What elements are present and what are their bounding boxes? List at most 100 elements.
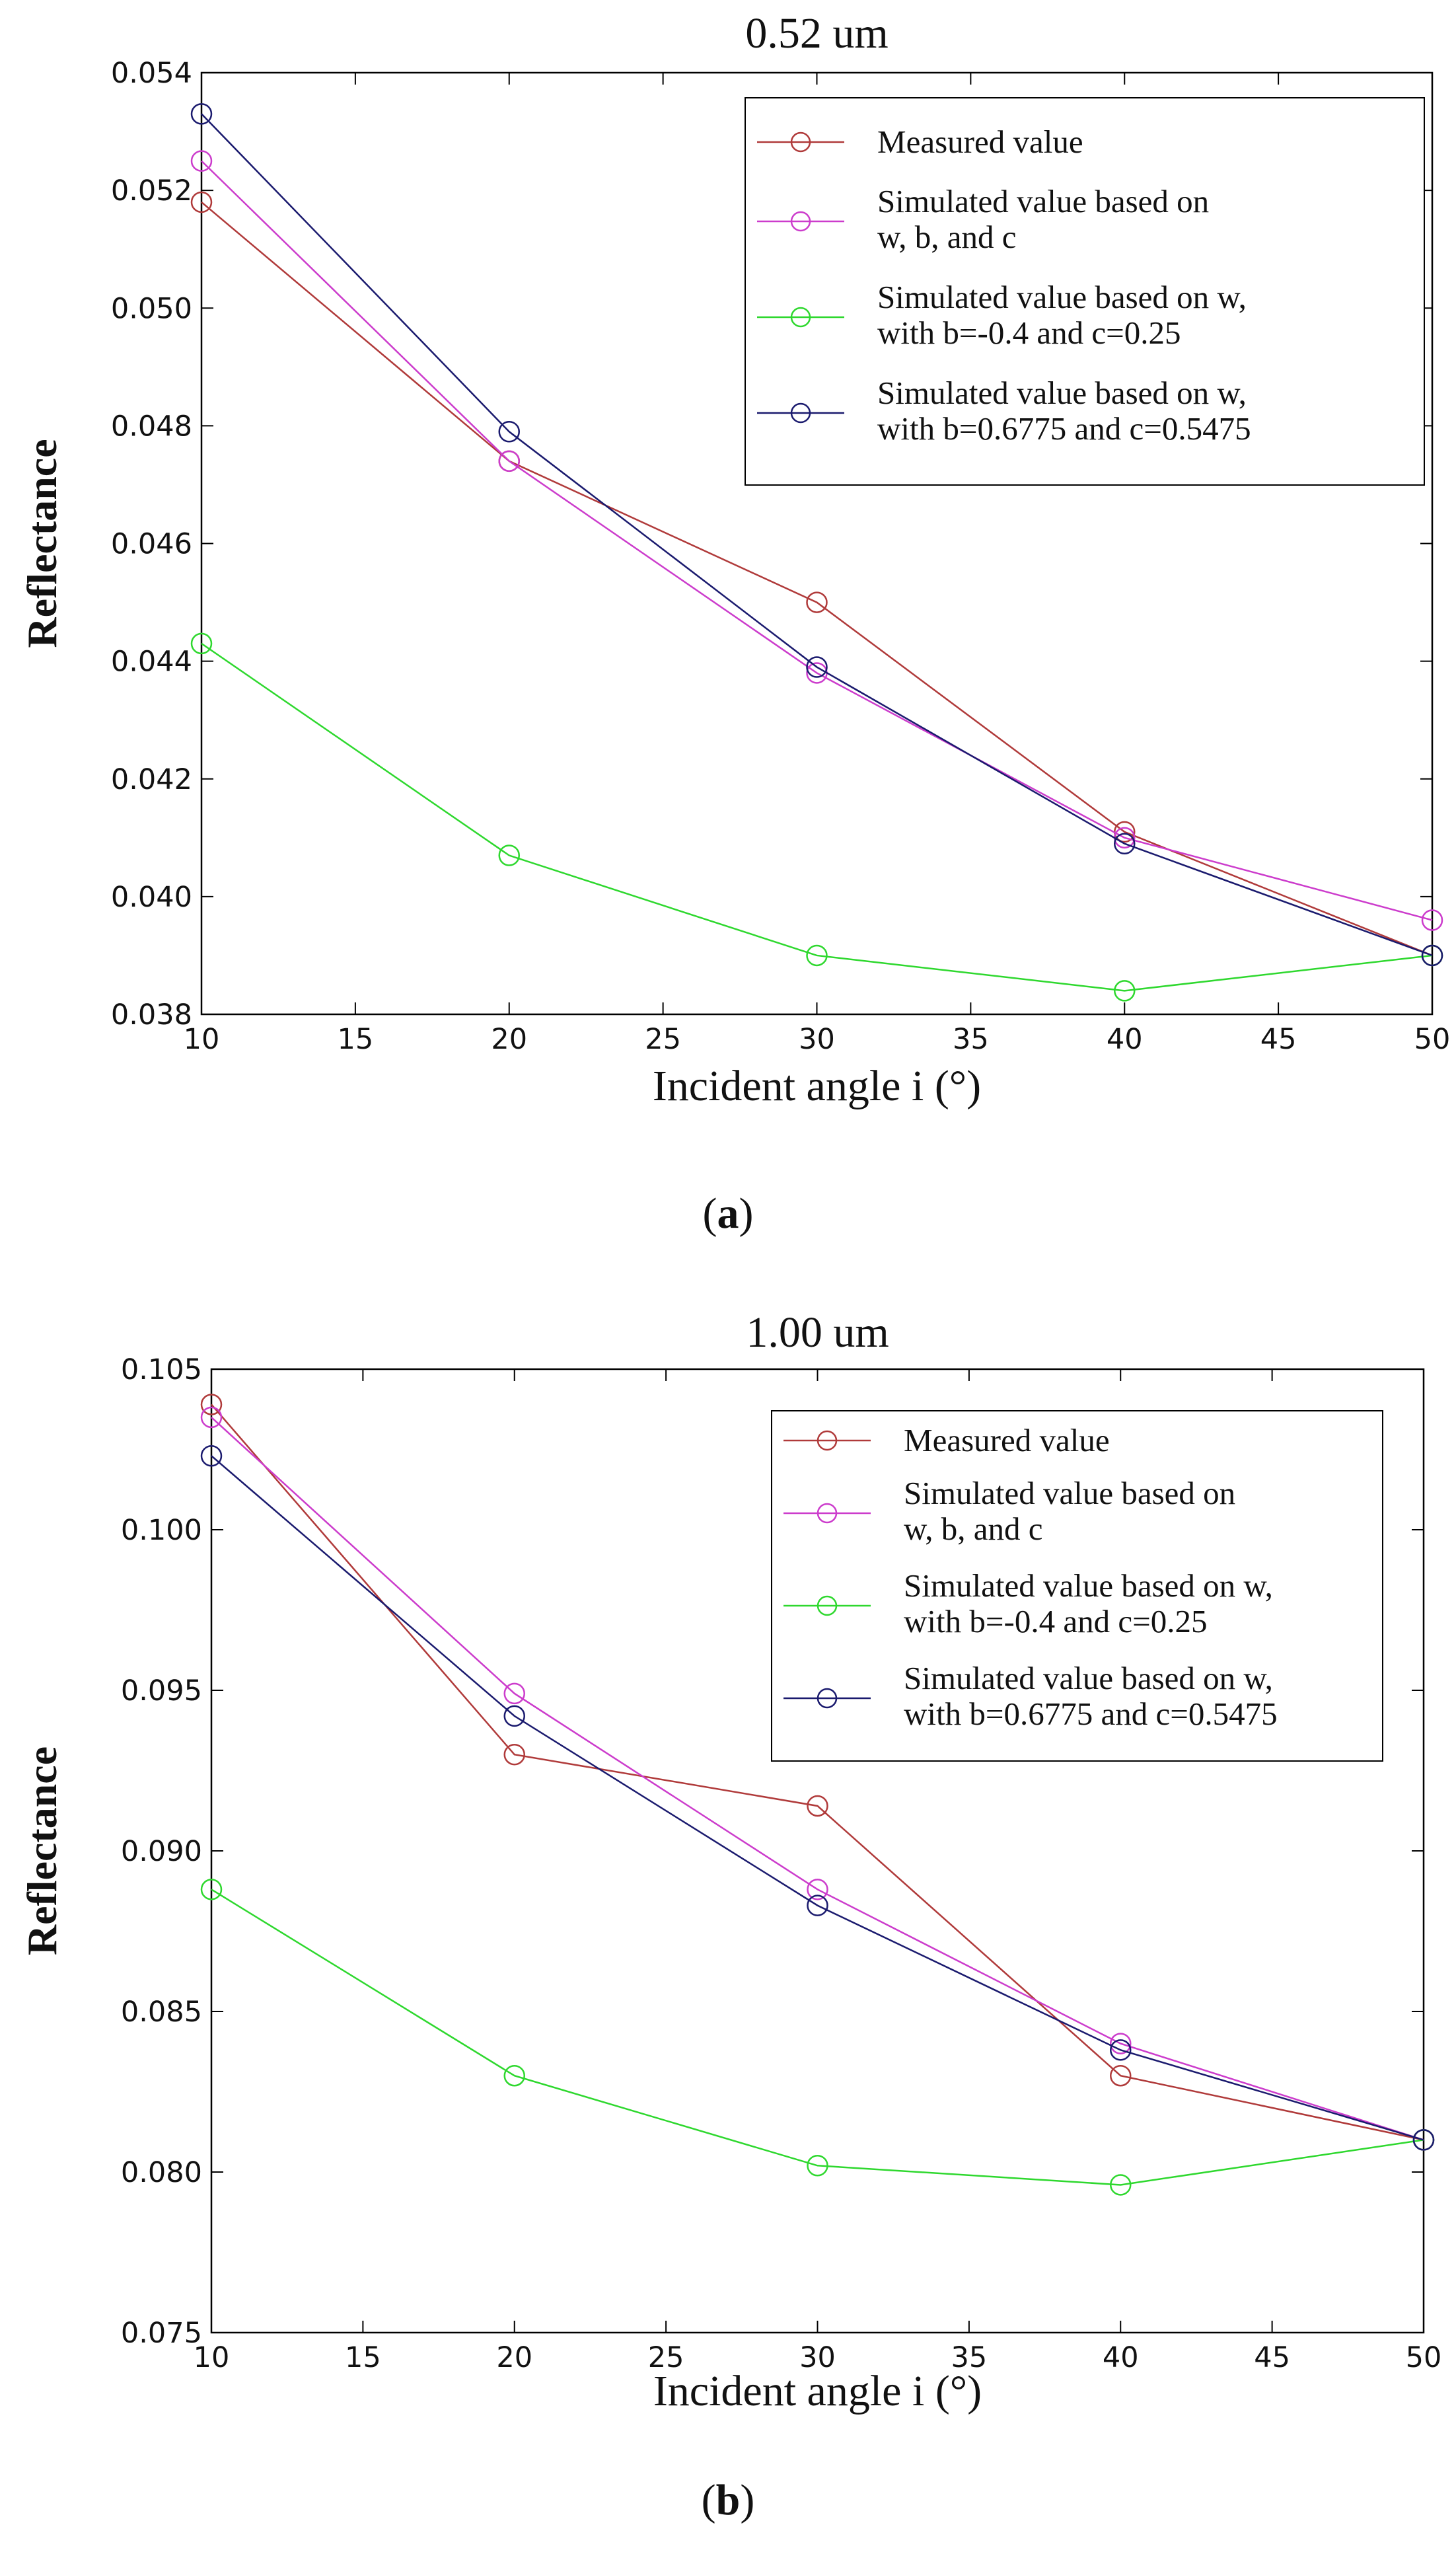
series-line — [211, 1889, 1424, 2186]
legend-marker — [790, 211, 811, 232]
legend-entry-4: Simulated value based on w,with b=0.6775… — [783, 1660, 1278, 1732]
y-axis-label: Reflectance — [18, 1746, 65, 1955]
legend-marker — [790, 131, 811, 153]
series-line — [201, 113, 1433, 957]
y-tick-label: 0.040 — [111, 881, 192, 914]
y-tick-label: 0.080 — [121, 2156, 202, 2189]
data-point — [807, 1879, 828, 1900]
legend-box — [745, 97, 1425, 486]
chart-panel-b: 10 15 20 25 30 35 40 45 50 0.075 0.080 0.085 0.090 0.… — [18, 1308, 1441, 2524]
y-tick-label: 0.042 — [111, 763, 192, 796]
legend-label: with b=-0.4 and c=0.25 — [904, 1603, 1207, 1639]
x-tick-label: 35 — [951, 2341, 988, 2374]
x-tick-label: 40 — [1107, 1023, 1143, 1056]
panel-caption: (b) — [702, 2476, 755, 2524]
legend-marker — [790, 402, 811, 424]
data-point — [200, 1394, 223, 1415]
panel-caption: (a) — [703, 1189, 754, 1238]
legend-label: Simulated value based on w, — [904, 1567, 1273, 1604]
data-point — [1110, 2174, 1132, 2196]
series-line — [201, 642, 1433, 992]
legend-entry-4: Simulated value based on w,with b=0.6775… — [757, 375, 1251, 447]
data-point — [806, 944, 828, 967]
x-tick-label: 45 — [1254, 2341, 1290, 2374]
data-point — [807, 1795, 828, 1817]
data-point — [503, 1682, 525, 1705]
legend: Measured value Simulated value based onw,… — [771, 1410, 1383, 1762]
x-tick-label: 30 — [799, 1023, 835, 1056]
y-tick-label: 0.038 — [111, 998, 192, 1031]
legend-marker — [790, 307, 811, 328]
data-point — [1114, 980, 1136, 1002]
series-3 — [200, 1879, 1435, 2196]
data-point — [200, 1444, 223, 1467]
legend-label: w, b, and c — [877, 219, 1016, 255]
y-tick-label: 0.044 — [111, 646, 192, 679]
legend-label: Simulated value based on — [904, 1475, 1235, 1511]
legend-entry-1: Measured value — [757, 124, 1083, 160]
legend-entry-2: Simulated value based onw, b, and c — [757, 183, 1209, 255]
series-3 — [190, 632, 1443, 1002]
chart-panel-a: 10 15 20 25 30 35 40 45 50 0.038 0.040 0.042 0.044 0.… — [18, 9, 1450, 1238]
data-point — [1421, 909, 1443, 931]
x-tick-label: 10 — [194, 2341, 230, 2374]
legend-label: Measured value — [904, 1422, 1110, 1458]
series-4 — [200, 1444, 1435, 2151]
legend-marker — [817, 1688, 838, 1709]
x-tick-label: 20 — [496, 2341, 532, 2374]
y-tick-label: 0.090 — [121, 1835, 202, 1868]
x-tick-label: 25 — [648, 2341, 684, 2374]
y-axis-label: Reflectance — [18, 439, 65, 648]
data-point — [503, 1743, 525, 1766]
data-point — [200, 1879, 223, 1900]
data-point — [807, 1894, 828, 1916]
series-line — [201, 201, 1433, 957]
y-tick-label: 0.052 — [111, 174, 192, 207]
chart-title: 0.52 um — [745, 9, 888, 57]
legend-entry-3: Simulated value based on w,with b=-0.4 a… — [783, 1567, 1273, 1639]
series-4 — [190, 103, 1443, 967]
series-2 — [200, 1406, 1435, 2151]
data-point — [806, 591, 828, 613]
x-tick-label: 15 — [345, 2341, 381, 2374]
data-point — [1421, 944, 1443, 967]
x-tick-label: 15 — [338, 1023, 374, 1056]
x-tick-label: 40 — [1103, 2341, 1139, 2374]
y-tick-label: 0.046 — [111, 528, 192, 561]
x-tick-label: 30 — [799, 2341, 836, 2374]
y-tick-label: 0.105 — [121, 1353, 202, 1386]
data-point — [503, 1705, 525, 1727]
data-point — [498, 421, 520, 443]
legend-label: Simulated value based on w, — [877, 279, 1247, 315]
legend-marker — [817, 1595, 838, 1616]
legend-entry-2: Simulated value based onw, b, and c — [783, 1475, 1235, 1547]
y-tick-label: 0.054 — [111, 57, 192, 90]
data-point — [190, 632, 213, 655]
data-point — [498, 844, 520, 866]
x-tick-label: 50 — [1406, 2341, 1442, 2374]
data-point — [190, 150, 213, 172]
data-point — [190, 191, 213, 213]
legend-label: with b=0.6775 and c=0.5475 — [877, 410, 1251, 447]
data-point — [503, 2064, 525, 2087]
legend-label: Measured value — [877, 124, 1083, 160]
data-point — [498, 450, 520, 472]
legend-entry-3: Simulated value based on w,with b=-0.4 a… — [757, 279, 1247, 351]
legend-box — [771, 1410, 1383, 1762]
data-point — [1110, 2039, 1132, 2061]
series-line — [211, 1404, 1424, 2141]
data-point — [190, 103, 213, 125]
x-tick-label: 35 — [953, 1023, 989, 1056]
y-tick-label: 0.085 — [121, 1996, 202, 2029]
data-point — [1114, 833, 1136, 854]
data-point — [1110, 2033, 1132, 2054]
series-line — [211, 1416, 1424, 2141]
series-line — [201, 160, 1433, 921]
x-axis-label: Incident angle i (°) — [653, 1062, 981, 1110]
legend-entry-1: Measured value — [783, 1422, 1110, 1458]
x-tick-label: 25 — [645, 1023, 681, 1056]
legend-label: Simulated value based on — [877, 183, 1209, 219]
legend-marker — [817, 1430, 838, 1451]
data-point — [1412, 2129, 1435, 2151]
data-point — [806, 656, 828, 678]
